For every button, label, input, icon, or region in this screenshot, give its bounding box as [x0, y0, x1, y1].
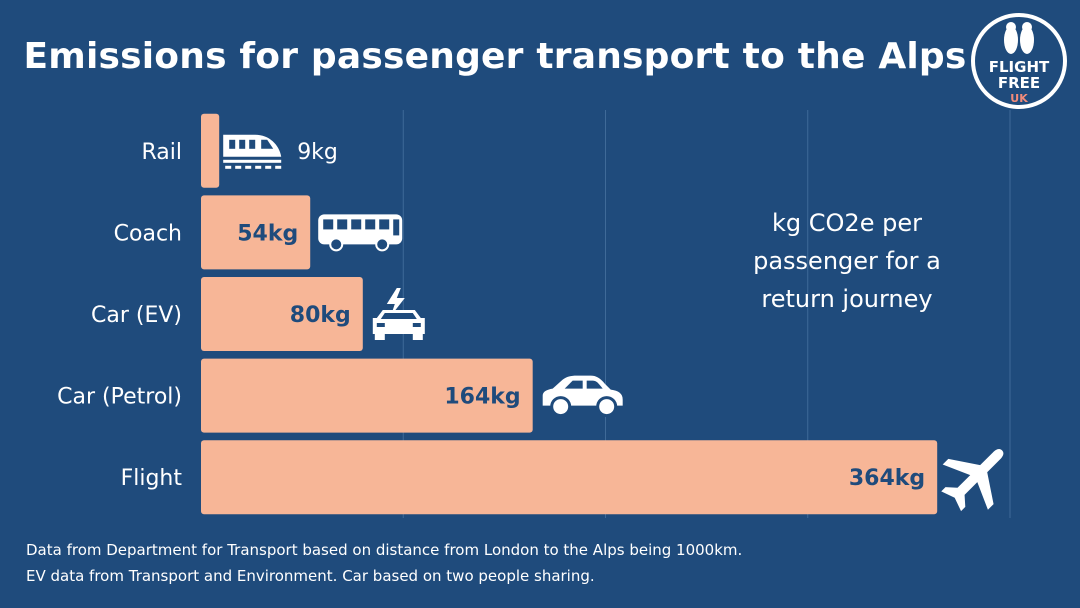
svg-text:UK: UK: [1010, 92, 1028, 105]
bus-icon: [318, 214, 403, 252]
value-label: 364kg: [849, 466, 925, 491]
category-label: Car (EV): [91, 303, 182, 328]
category-label: Rail: [141, 140, 182, 165]
chart-title: Emissions for passenger transport to the…: [23, 36, 967, 77]
svg-text:FREE: FREE: [998, 74, 1040, 92]
units-annotation: kg CO2e per passenger for a return journ…: [753, 209, 941, 313]
value-label: 54kg: [237, 221, 298, 246]
bar: [201, 440, 938, 515]
car-icon: [542, 375, 623, 418]
category-label: Flight: [121, 466, 183, 491]
airplane-icon: [941, 449, 1004, 512]
flight-free-logo: FLIGHT FREE UK: [971, 13, 1067, 109]
train-icon: [223, 134, 282, 169]
value-label: 164kg: [444, 385, 520, 410]
bar: [201, 277, 363, 351]
category-label: Coach: [114, 221, 182, 246]
svg-text:FLIGHT: FLIGHT: [989, 58, 1050, 76]
category-label: Car (Petrol): [57, 385, 182, 410]
source-note: Data from Department for Transport based…: [26, 541, 743, 559]
value-label: 80kg: [290, 303, 351, 328]
value-label: 9kg: [297, 140, 338, 165]
bar: [201, 358, 533, 433]
electric-car-icon: [372, 288, 425, 340]
bar: [201, 113, 220, 188]
source-note: EV data from Transport and Environment. …: [26, 567, 595, 585]
bar: [201, 195, 311, 270]
